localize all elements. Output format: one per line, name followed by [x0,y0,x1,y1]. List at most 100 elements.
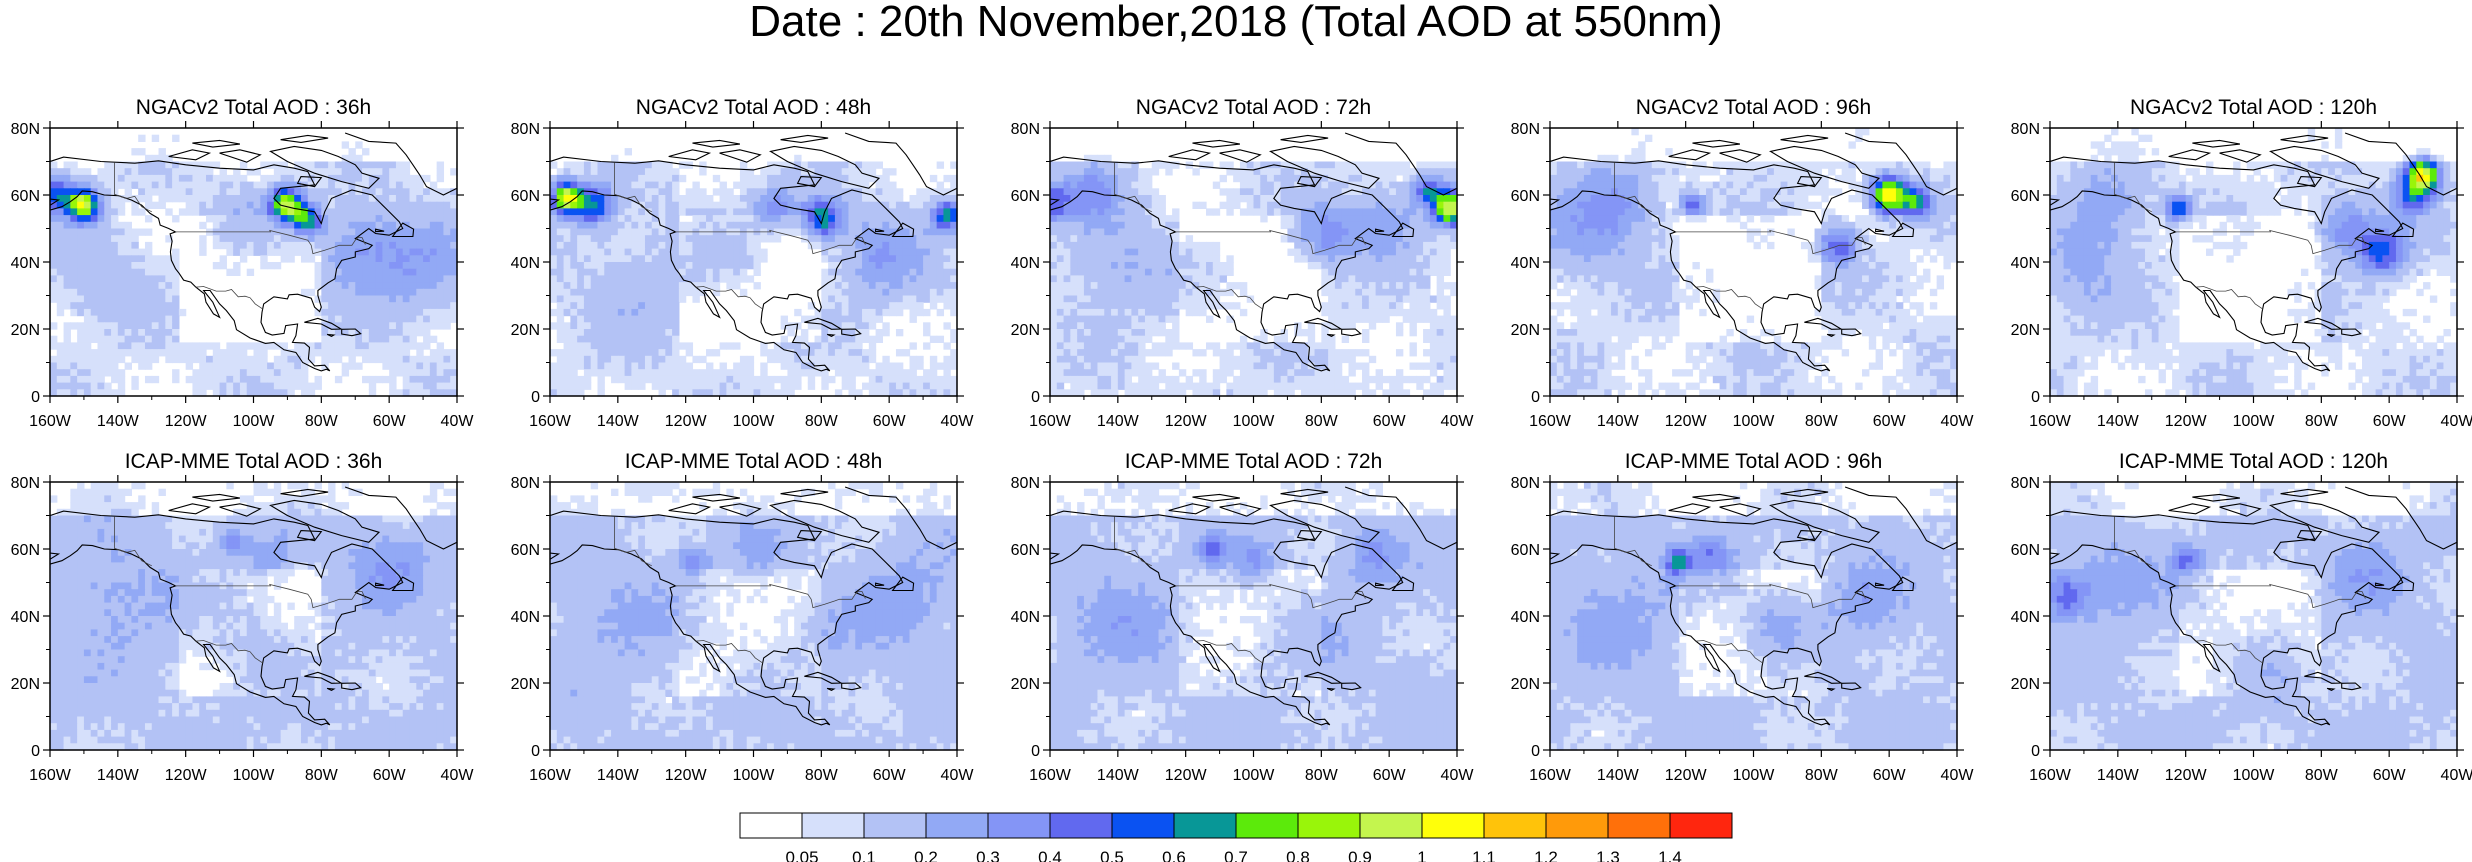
aod-cell [638,315,646,323]
coastline [50,156,404,372]
aod-cell [90,389,99,397]
aod-cell [814,349,822,357]
aod-cell [348,148,356,156]
aod-cell [1063,174,1071,183]
aod-cell [1070,161,1078,169]
aod-cell [1375,228,1383,236]
aod-cell [672,335,680,343]
aod-cell [362,268,370,276]
aod-cell [389,389,397,397]
aod-cell [233,262,241,270]
aod-cell [644,355,653,364]
aod-cell [1056,168,1065,176]
aod-cell [1165,248,1173,256]
aod-cell [1104,375,1112,384]
aod-cell [1070,282,1078,290]
aod-cell [624,308,632,317]
aod-cell [1450,228,1458,236]
aod-cell [665,375,673,384]
aod-cell [172,195,180,203]
aod-cell [644,282,653,290]
aod-cell [83,295,92,303]
aod-cell [1131,329,1139,337]
aod-cell [1117,181,1126,189]
aod-cell [719,342,727,350]
aod-cell [124,288,132,297]
aod-cell [50,282,58,290]
aod-cell [70,161,78,169]
aod-cell [1206,248,1214,256]
aod-cell [111,322,119,330]
aod-cell [617,335,626,343]
aod-cell [1090,268,1099,276]
aod-cell [1077,221,1085,230]
aod-cell [570,329,578,337]
aod-cell [821,174,829,183]
aod-cell [192,375,200,384]
aod-cell [138,268,146,276]
aod-cell [1063,302,1071,310]
aod-cell [131,382,139,390]
aod-cell [611,228,619,236]
aod-cell [185,375,194,384]
aod-cell [590,315,599,323]
aod-cell [550,389,558,397]
aod-cell [1144,188,1153,196]
aod-cell [1429,208,1438,216]
aod-cell [929,221,938,230]
aod-cell [233,221,241,230]
aod-cell [916,375,924,384]
aod-cell [1246,181,1255,189]
aod-cell [1097,349,1105,357]
aod-cell [685,255,694,263]
aod-cell [712,241,721,250]
aod-cell [300,228,309,236]
aod-cell [1077,369,1085,377]
aod-cell [368,262,377,270]
aod-cell [253,389,261,397]
aod-cell [77,275,85,283]
aod-cell [1409,235,1417,243]
aod-cell [239,215,248,223]
aod-cell [604,355,612,364]
aod-cell [794,168,802,176]
aod-cell [848,315,856,323]
aod-cell [124,235,132,243]
aod-cell [794,181,802,189]
aod-cell [780,382,789,390]
aod-cell [1307,329,1316,337]
aod-cell [733,215,741,223]
aod-cell [563,288,571,297]
aod-cell [563,295,571,303]
aod-cell [172,181,180,189]
aod-cell [875,288,883,297]
aod-cell [889,362,897,370]
aod-cell [144,188,153,196]
aod-cell [821,255,829,263]
aod-cell [685,268,694,276]
aod-cell [638,288,646,297]
aod-cell [807,302,816,310]
aod-cell [1192,302,1200,310]
aod-cell [1280,342,1289,350]
aod-cell [1416,228,1424,236]
aod-cell [178,188,187,196]
aod-cell [1395,288,1404,297]
aod-cell [583,355,592,364]
island-coastline [168,149,212,161]
aod-cell [848,288,856,297]
aod-cell [678,389,687,397]
aod-cell [443,221,451,230]
aod-cell [875,235,883,243]
aod-cell [1212,342,1221,350]
aod-cell [665,275,673,283]
aod-cell [1165,295,1173,303]
aod-cell [362,201,370,209]
aod-cell [841,282,850,290]
aod-cell [1063,288,1071,297]
aod-cell [1355,235,1363,243]
aod-cell [1409,255,1417,263]
aod-cell [665,282,673,290]
aod-cell [341,288,350,297]
aod-cell [563,208,571,216]
